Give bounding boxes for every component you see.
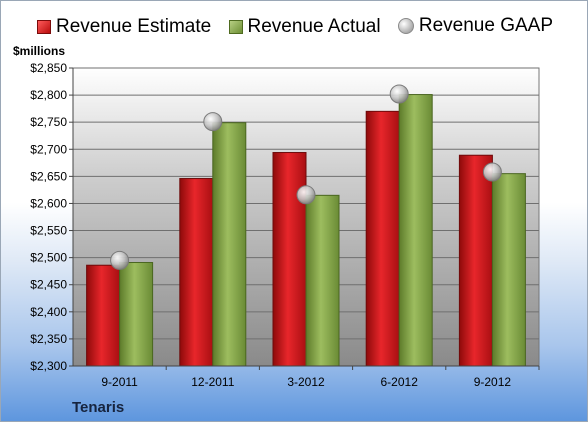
legend-swatch-estimate [36,20,51,34]
x-tick-label: 12-2011 [191,375,234,389]
y-tick-label: $2,800 [30,88,67,102]
marker-revenue-gaap [389,84,409,104]
y-tick-label: $2,650 [30,169,67,183]
bar-revenue-actual [398,94,433,367]
y-tick-label: $2,600 [30,196,67,210]
x-tick-label: 9-2011 [101,375,138,389]
legend-label-gaap: Revenue GAAP [418,15,554,36]
marker-revenue-gaap [482,162,502,182]
bar-revenue-actual [212,122,247,367]
y-tick-label: $2,450 [30,278,67,292]
legend-label-actual: Revenue Actual [247,16,381,37]
marker-revenue-gaap [203,112,223,132]
y-tick-label: $2,550 [30,224,67,238]
legend-marker-gaap [397,18,414,34]
legend-label-estimate: Revenue Estimate [55,16,212,37]
x-tick-label: 3-2012 [287,375,325,389]
chart-legend: Revenue Estimate Revenue Actual Revenue … [1,15,587,40]
marker-revenue-gaap [296,185,316,205]
marker-revenue-gaap [110,250,130,270]
legend-item-gaap: Revenue GAAP [397,15,554,37]
y-tick-label: $2,700 [30,142,67,156]
x-tick-label: 6-2012 [381,375,419,389]
bar-revenue-actual [119,262,154,367]
bar-revenue-estimate [365,110,400,367]
bar-revenue-estimate [272,152,307,367]
legend-item-actual: Revenue Actual [228,16,381,38]
y-tick-label: $2,750 [30,115,67,129]
bar-revenue-actual [305,194,340,367]
company-name: Tenaris [72,399,125,416]
bar-revenue-estimate [86,264,121,367]
y-tick-label: $2,850 [30,61,67,75]
y-tick-label: $2,350 [30,332,67,346]
x-tick-label: 9-2012 [474,375,512,389]
y-tick-label: $2,500 [30,251,67,265]
y-axis-unit-label: $millions [13,44,66,58]
y-tick-label: $2,300 [30,359,67,373]
y-tick-label: $2,400 [30,305,67,319]
bar-revenue-actual [491,173,526,367]
legend-item-estimate: Revenue Estimate [36,16,212,38]
bar-revenue-estimate [458,154,493,367]
bar-revenue-estimate [179,178,214,367]
legend-swatch-actual [228,20,243,34]
